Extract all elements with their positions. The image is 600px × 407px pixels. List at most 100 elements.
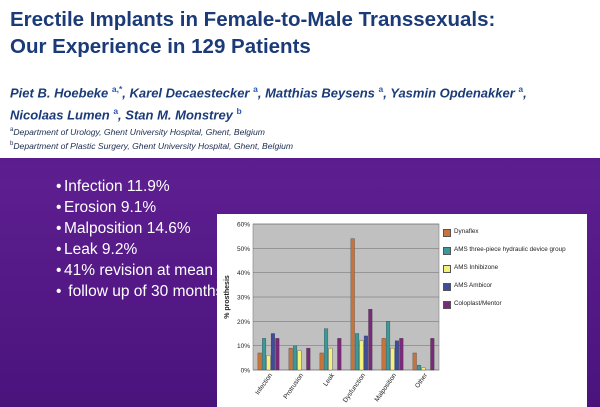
legend-swatch xyxy=(443,247,451,255)
chart-panel: 0% 10% 20% 30% 40% 50% 60% % prosthesis Infectio… xyxy=(217,214,587,407)
bar xyxy=(412,352,417,371)
bar xyxy=(421,367,426,371)
chart-legend: Dynaflex AMS three-piece hydraulic device… xyxy=(443,228,585,318)
x-tick-label: Infection xyxy=(254,372,274,396)
author-name: Nicolaas Lumen xyxy=(10,107,114,123)
paper-title-line-1: Erectile Implants in Female-to-Male Tran… xyxy=(10,8,496,31)
bar xyxy=(363,335,368,371)
bullet-text: Leak 9.2% xyxy=(64,241,138,258)
legend-label: AMS Ambicor xyxy=(454,282,493,289)
author-separator: , xyxy=(122,85,130,101)
x-tick-label: Other xyxy=(414,371,430,389)
bar xyxy=(270,333,275,371)
bullet-list: • Infection 11.9% • Erosion 9.1% • Malpositio… xyxy=(56,176,226,302)
bar xyxy=(359,340,364,371)
bullet-item: • Malposition 14.6% xyxy=(56,218,226,239)
author-separator: , xyxy=(523,85,527,101)
author-name: Piet B. Hoebeke xyxy=(10,85,112,101)
bar xyxy=(368,309,373,371)
bar xyxy=(328,347,333,371)
author-name: Yasmin Opdenakker xyxy=(390,85,519,101)
bullet-text: follow up of 30 months xyxy=(64,283,224,300)
paper-title-line-2: Our Experience in 129 Patients xyxy=(10,35,311,58)
legend-item: Dynaflex xyxy=(443,228,585,242)
legend-label: AMS three-piece hydraulic device group xyxy=(454,246,566,253)
author-separator: , xyxy=(383,85,391,101)
bullet-text: Infection 11.9% xyxy=(64,178,170,195)
bar xyxy=(417,364,422,371)
affiliation-line: aDepartment of Urology, Ghent University… xyxy=(10,126,265,137)
paper-title: Erectile Implants in Female-to-Male Tran… xyxy=(10,6,590,60)
bar xyxy=(399,338,404,371)
author-affiliation-marker: a xyxy=(253,84,258,94)
bar xyxy=(257,352,262,371)
affiliation-line: bDepartment of Plastic Surgery, Ghent Un… xyxy=(10,140,294,151)
author-separator: , xyxy=(118,107,126,123)
legend-label: AMS Inhibizone xyxy=(454,264,499,271)
bar xyxy=(430,338,435,371)
author-name: Karel Decaestecker xyxy=(129,85,254,101)
bar xyxy=(266,355,271,371)
paper-header: Erectile Implants in Female-to-Male Tran… xyxy=(0,0,600,158)
y-tick-label: 0% xyxy=(241,368,251,375)
bar xyxy=(386,321,391,371)
legend-item: AMS Inhibizone xyxy=(443,264,585,278)
legend-item: AMS Ambicor xyxy=(443,282,585,296)
bar xyxy=(288,347,293,371)
bar-chart: 0% 10% 20% 30% 40% 50% 60% % prosthesis Infectio… xyxy=(224,222,440,404)
bullet-dot-icon: • xyxy=(56,178,62,195)
y-tick-label: 30% xyxy=(237,295,250,302)
bullet-item: • Infection 11.9% xyxy=(56,176,226,197)
y-tick-label: 20% xyxy=(237,319,250,326)
bullet-text: Malposition 14.6% xyxy=(64,220,191,237)
y-tick-label: 60% xyxy=(237,222,250,229)
bar xyxy=(390,347,395,371)
bar xyxy=(324,328,329,371)
legend-swatch xyxy=(443,283,451,291)
x-tick-label: Leak xyxy=(322,372,336,388)
legend-swatch xyxy=(443,229,451,237)
legend-item: Coloplast/Mentor xyxy=(443,300,585,314)
legend-item: AMS three-piece hydraulic device group xyxy=(443,246,585,260)
legend-swatch xyxy=(443,265,451,273)
author-name: Matthias Beysens xyxy=(265,85,379,101)
bullet-dot-icon: • xyxy=(56,241,62,258)
bullet-item: • Leak 9.2% xyxy=(56,239,226,260)
bar xyxy=(337,338,342,371)
bar xyxy=(275,338,280,371)
bar xyxy=(306,347,311,371)
bar xyxy=(394,340,399,371)
bullet-item: • 41% revision at mean xyxy=(56,260,226,281)
y-axis-label: % prosthesis xyxy=(224,275,231,319)
y-tick-label: 50% xyxy=(237,246,250,253)
y-tick-label: 40% xyxy=(237,270,250,277)
legend-label: Coloplast/Mentor xyxy=(454,300,502,307)
bullet-dot-icon: • xyxy=(56,220,62,237)
bullet-text: Erosion 9.1% xyxy=(64,199,157,216)
x-tick-label: Dysfunction xyxy=(342,372,367,404)
author-affiliation-marker: a xyxy=(518,84,524,94)
bullet-dot-icon: • xyxy=(56,262,62,279)
y-tick-label: 10% xyxy=(237,343,250,350)
author-affiliation-marker: a xyxy=(378,84,384,94)
x-tick-label: Protrusion xyxy=(282,372,305,401)
paper-authors: Piet B. Hoebeke a,*, Karel Decaestecker … xyxy=(10,80,595,125)
bar xyxy=(381,338,386,371)
bullet-dot-icon: • xyxy=(56,199,62,216)
author-affiliation-marker: b xyxy=(236,106,242,117)
author-name: Stan M. Monstrey xyxy=(125,107,237,123)
bar xyxy=(319,352,324,371)
author-affiliation-marker: a,* xyxy=(111,84,123,94)
paper-affiliations: aDepartment of Urology, Ghent University… xyxy=(10,124,595,152)
bar xyxy=(297,350,302,371)
bullet-dot-icon: • xyxy=(56,283,62,300)
x-tick-label: Malposition xyxy=(374,372,399,403)
bullet-text: 41% revision at mean xyxy=(64,262,214,279)
legend-swatch xyxy=(443,301,451,309)
bar xyxy=(355,333,360,371)
bullet-item: • follow up of 30 months xyxy=(56,281,226,302)
author-separator: , xyxy=(257,85,266,101)
bar xyxy=(293,345,298,371)
legend-label: Dynaflex xyxy=(454,228,479,235)
bar xyxy=(350,238,355,371)
